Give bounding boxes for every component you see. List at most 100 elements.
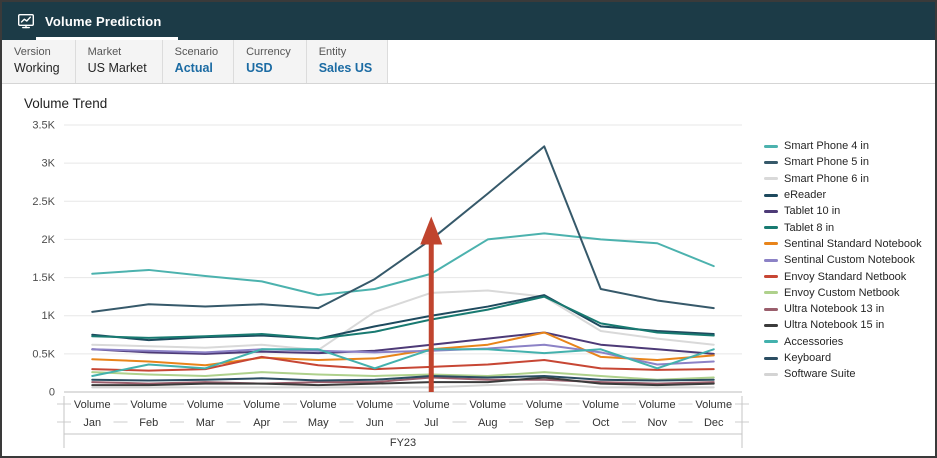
y-tick-label: 2K [42, 234, 56, 246]
y-tick-label: 1K [42, 310, 56, 322]
legend-swatch [764, 193, 778, 197]
legend-item[interactable]: Smart Phone 4 in [764, 138, 935, 154]
series-line-tablet-10-in[interactable] [91, 331, 715, 355]
series-line-keyboard[interactable] [91, 374, 715, 382]
legend-label: Ultra Notebook 15 in [784, 319, 885, 332]
x-axis-volume-label: Volume [356, 399, 393, 411]
pov-field-label: Market [87, 46, 122, 58]
legend-label: Smart Phone 5 in [784, 156, 869, 169]
series-line-ultra-notebook-15-in[interactable] [91, 376, 715, 387]
legend-label: Envoy Custom Netbook [784, 286, 900, 299]
legend-label: Tablet 10 in [784, 205, 841, 218]
legend-item[interactable]: Tablet 8 in [764, 219, 935, 235]
legend-item[interactable]: Sentinal Custom Notebook [764, 252, 935, 268]
x-axis-month-label: Jul [424, 417, 438, 429]
app-header: Volume Prediction [2, 2, 935, 40]
series-line-smart-phone-5-in[interactable] [91, 145, 715, 313]
pov-field-value: Sales US [318, 61, 373, 75]
legend-swatch [764, 291, 778, 295]
series-line-envoy-custom-netbook[interactable] [91, 371, 715, 381]
x-axis-volume-label: Volume [74, 399, 111, 411]
legend-swatch [764, 242, 778, 246]
legend-swatch [764, 275, 778, 279]
legend-item[interactable]: Accessories [764, 334, 935, 350]
legend-swatch [764, 307, 778, 311]
series-line-ultra-notebook-13-in[interactable] [91, 376, 715, 385]
annotation-arrow-head [420, 216, 443, 245]
legend-item[interactable]: Ultra Notebook 15 in [764, 317, 935, 333]
pov-field-version[interactable]: Version Working [2, 40, 76, 83]
legend-item[interactable]: Smart Phone 6 in [764, 171, 935, 187]
legend-swatch [764, 226, 778, 230]
pov-field-label: Entity [318, 46, 347, 58]
series-line-smart-phone-4-in[interactable] [91, 232, 715, 297]
pov-field-market[interactable]: Market US Market [75, 40, 163, 83]
legend-label: Tablet 8 in [784, 221, 835, 234]
pov-field-value: Working [14, 61, 60, 75]
legend-label: Sentinal Custom Notebook [784, 254, 915, 267]
x-axis-volume-label: Volume [243, 399, 280, 411]
x-axis-volume-label: Volume [187, 399, 224, 411]
pov-field-label: Currency [246, 46, 291, 58]
legend-label: Keyboard [784, 352, 832, 364]
pov-field-currency[interactable]: Currency USD [234, 40, 307, 83]
series-line-ereader[interactable] [91, 294, 715, 342]
legend-item[interactable]: Keyboard [764, 350, 935, 366]
pov-field-value: USD [246, 61, 273, 75]
x-axis-volume-label: Volume [300, 399, 337, 411]
legend-item[interactable]: Tablet 10 in [764, 203, 935, 219]
x-axis-month-label: Nov [647, 417, 667, 429]
pov-field-entity[interactable]: Entity Sales US [306, 40, 389, 83]
series-line-envoy-standard-netbook[interactable] [91, 355, 715, 372]
x-axis-year-label: FY23 [390, 437, 416, 449]
pov-field-label: Version [14, 46, 51, 58]
legend-swatch [764, 340, 778, 344]
volume-trend-chart: 0 0.5K 1K 1.5K 2K 2.5K 3K 3.5K Volume Jan Volume Fe… [32, 120, 749, 449]
x-axis-month-label: May [308, 417, 329, 429]
series-line-smart-phone-6-in[interactable] [91, 289, 715, 352]
pov-field-label: Scenario [174, 46, 219, 58]
pov-bar: Version Working Market US Market Scenari… [2, 40, 935, 84]
legend-item[interactable]: Ultra Notebook 13 in [764, 301, 935, 317]
x-axis-volume-label: Volume [130, 399, 167, 411]
x-axis-month-label: Feb [139, 417, 158, 429]
x-axis-volume-label: Volume [469, 399, 506, 411]
x-axis-month-label: Apr [253, 417, 270, 429]
series-line-software-suite[interactable] [91, 382, 715, 389]
legend-label: Envoy Standard Netbook [784, 270, 907, 283]
x-axis-month-label: Sep [534, 417, 554, 429]
legend-item[interactable]: Software Suite [764, 366, 935, 382]
chart-title: Volume Trend [24, 96, 108, 111]
series-line-accessories[interactable] [91, 348, 715, 377]
x-axis-month-label: Jan [83, 417, 101, 429]
legend-swatch [764, 177, 778, 181]
y-tick-label: 3.5K [32, 120, 55, 132]
legend-item[interactable]: Envoy Custom Netbook [764, 285, 935, 301]
prediction-monitor-icon [16, 11, 36, 31]
x-axis-month-label: Jun [366, 417, 384, 429]
series-line-tablet-8-in[interactable] [91, 295, 715, 340]
chart-legend: Smart Phone 4 in Smart Phone 5 in Smart Ph… [764, 138, 935, 382]
y-tick-label: 2.5K [32, 196, 55, 208]
legend-item[interactable]: eReader [764, 187, 935, 203]
x-axis-month-label: Dec [704, 417, 724, 429]
y-tick-label: 0.5K [32, 348, 55, 360]
series-line-sentinal-custom-notebook[interactable] [91, 343, 715, 366]
legend-swatch [764, 372, 778, 376]
y-tick-label: 0 [49, 387, 55, 399]
legend-item[interactable]: Sentinal Standard Notebook [764, 236, 935, 252]
x-axis-month-label: Oct [592, 417, 609, 429]
legend-label: Software Suite [784, 368, 856, 381]
legend-swatch [764, 323, 778, 327]
legend-label: Sentinal Standard Notebook [784, 237, 922, 250]
series-line-sentinal-standard-notebook[interactable] [91, 331, 715, 367]
legend-item[interactable]: Smart Phone 5 in [764, 154, 935, 170]
x-axis-volume-label: Volume [526, 399, 563, 411]
x-axis-volume-label: Volume [582, 399, 619, 411]
pov-field-value: US Market [87, 61, 147, 75]
legend-item[interactable]: Envoy Standard Netbook [764, 268, 935, 284]
legend-label: Smart Phone 4 in [784, 140, 869, 153]
pov-field-scenario[interactable]: Scenario Actual [162, 40, 235, 83]
legend-swatch [764, 356, 778, 360]
